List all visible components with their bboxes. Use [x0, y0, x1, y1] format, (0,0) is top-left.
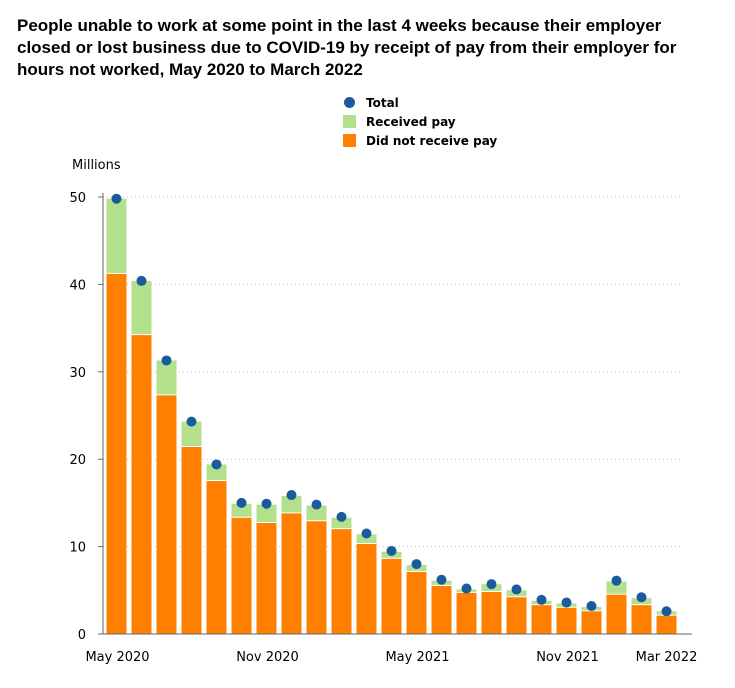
bar-did-not-receive-pay	[356, 543, 377, 634]
total-marker	[136, 275, 147, 286]
bar-did-not-receive-pay	[256, 523, 277, 634]
chart-title: People unable to work at some point in t…	[17, 16, 677, 79]
total-marker	[211, 459, 222, 470]
total-marker	[461, 583, 472, 594]
x-tick-label: May 2021	[385, 650, 449, 665]
bar-received-pay	[281, 495, 302, 513]
bars	[106, 198, 677, 634]
bar-did-not-receive-pay	[656, 615, 677, 634]
bar-did-not-receive-pay	[181, 446, 202, 634]
bar-did-not-receive-pay	[431, 585, 452, 634]
total-marker	[386, 545, 397, 556]
total-marker	[336, 511, 347, 522]
bar-received-pay	[331, 517, 352, 529]
bar-did-not-receive-pay	[406, 571, 427, 634]
total-marker	[536, 594, 547, 605]
y-axis: 0 10 20 30 40 50	[69, 191, 104, 643]
bar-did-not-receive-pay	[156, 395, 177, 634]
bar-did-not-receive-pay	[306, 521, 327, 634]
total-marker	[486, 579, 497, 590]
bar-did-not-receive-pay	[281, 513, 302, 634]
total-marker	[411, 559, 422, 570]
bar-did-not-receive-pay	[531, 605, 552, 634]
total-marker	[661, 606, 672, 617]
y-tick-label: 30	[69, 366, 86, 381]
legend-item-did-not-receive-pay: Did not receive pay	[343, 131, 497, 150]
total-marker	[361, 528, 372, 539]
y-tick-label: 0	[78, 628, 86, 643]
total-marker	[636, 592, 647, 603]
bar-received-pay	[181, 421, 202, 446]
total-markers	[111, 193, 672, 617]
bar-did-not-receive-pay	[631, 605, 652, 634]
x-tick-label: Mar 2022	[636, 650, 698, 665]
bar-received-pay	[231, 503, 252, 517]
total-marker	[236, 497, 247, 508]
bar-did-not-receive-pay	[331, 529, 352, 634]
legend-label-total: Total	[366, 95, 399, 110]
y-axis-unit-label: Millions	[72, 158, 121, 173]
y-tick-label: 20	[69, 453, 86, 468]
bar-did-not-receive-pay	[556, 607, 577, 634]
legend-label-did-not-receive-pay: Did not receive pay	[366, 133, 498, 148]
bar-received-pay	[131, 280, 152, 335]
bar-did-not-receive-pay	[481, 592, 502, 634]
legend-swatch-did-not-receive-pay	[343, 134, 356, 147]
bar-received-pay	[606, 581, 627, 594]
bar-did-not-receive-pay	[581, 611, 602, 634]
bar-did-not-receive-pay	[131, 335, 152, 634]
total-marker	[111, 193, 122, 204]
total-marker	[261, 498, 272, 509]
bar-received-pay	[156, 360, 177, 395]
total-marker	[611, 575, 622, 586]
total-marker	[161, 355, 172, 366]
bar-received-pay	[306, 505, 327, 521]
legend-swatch-total	[344, 97, 355, 108]
y-tick-label: 50	[69, 191, 86, 206]
y-tick-label: 10	[69, 541, 86, 556]
total-marker	[436, 574, 447, 585]
bar-received-pay	[256, 504, 277, 523]
bar-did-not-receive-pay	[106, 273, 127, 634]
x-tick-label: May 2020	[85, 650, 149, 665]
bar-received-pay	[356, 534, 377, 543]
total-marker	[586, 601, 597, 612]
bar-did-not-receive-pay	[206, 481, 227, 634]
total-marker	[511, 584, 522, 595]
x-axis: May 2020 Nov 2020 May 2021 Nov 2021 Mar 2022	[85, 633, 698, 665]
bar-did-not-receive-pay	[231, 517, 252, 634]
bar-received-pay	[206, 464, 227, 481]
legend-item-received-pay: Received pay	[343, 112, 497, 131]
x-tick-label: Nov 2021	[536, 650, 599, 665]
bar-did-not-receive-pay	[606, 594, 627, 634]
bar-did-not-receive-pay	[506, 597, 527, 634]
bar-received-pay	[106, 198, 127, 273]
chart-legend: Total Received pay Did not receive pay	[343, 93, 497, 150]
total-marker	[311, 499, 322, 510]
bar-did-not-receive-pay	[456, 592, 477, 634]
legend-swatch-received-pay	[343, 115, 356, 128]
legend-item-total: Total	[343, 93, 497, 112]
legend-label-received-pay: Received pay	[366, 114, 456, 129]
bar-did-not-receive-pay	[381, 558, 402, 634]
total-marker	[561, 597, 572, 608]
y-tick-label: 40	[69, 278, 86, 293]
x-tick-label: Nov 2020	[236, 650, 299, 665]
total-marker	[286, 490, 297, 501]
total-marker	[186, 416, 197, 427]
